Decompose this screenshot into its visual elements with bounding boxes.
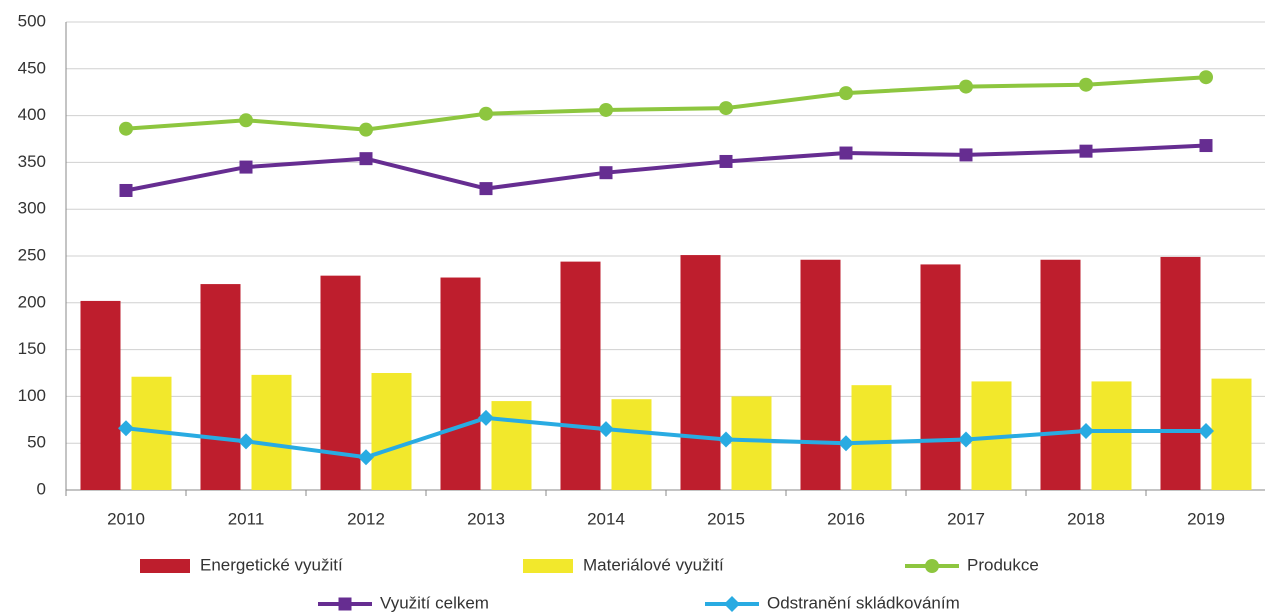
line-marker — [599, 102, 613, 117]
y-tick-label: 450 — [18, 58, 46, 77]
line-marker — [1079, 144, 1093, 158]
x-tick-label: 2012 — [347, 509, 385, 528]
bar — [371, 373, 412, 490]
line-marker — [598, 421, 614, 438]
bar — [1160, 256, 1201, 490]
bar — [1040, 259, 1081, 490]
x-tick-label: 2018 — [1067, 509, 1105, 528]
line-marker — [839, 86, 853, 101]
line-marker — [119, 183, 133, 197]
line-marker — [1199, 139, 1213, 153]
line-marker — [1078, 423, 1094, 440]
line-marker — [359, 122, 373, 137]
line-marker — [239, 160, 253, 174]
line-marker — [1199, 70, 1213, 85]
line-marker — [838, 435, 854, 452]
bar — [491, 401, 532, 490]
legend-swatch — [140, 559, 190, 573]
y-tick-label: 100 — [18, 386, 46, 405]
x-tick-label: 2016 — [827, 509, 865, 528]
y-tick-label: 350 — [18, 152, 46, 171]
bar — [80, 300, 121, 490]
line-marker — [958, 431, 974, 448]
y-tick-label: 300 — [18, 199, 46, 218]
line-marker — [1198, 423, 1214, 440]
y-tick-label: 250 — [18, 245, 46, 264]
line-marker — [358, 449, 374, 466]
y-tick-label: 150 — [18, 339, 46, 358]
bar — [251, 374, 292, 490]
line-marker — [719, 154, 733, 168]
line-marker — [719, 101, 733, 116]
x-tick-label: 2014 — [587, 509, 625, 528]
line-marker — [359, 152, 373, 166]
y-tick-label: 200 — [18, 292, 46, 311]
line-marker — [118, 420, 134, 437]
line — [125, 415, 1206, 460]
line-marker — [479, 182, 493, 196]
line-marker — [959, 148, 973, 162]
legend-marker — [338, 597, 352, 611]
line-marker — [718, 431, 734, 448]
line-marker — [119, 121, 133, 136]
x-tick-label: 2019 — [1187, 509, 1225, 528]
x-tick-label: 2010 — [107, 509, 145, 528]
bar — [560, 261, 601, 490]
line-marker — [599, 166, 613, 180]
bar — [920, 264, 961, 490]
line — [125, 143, 1207, 193]
bar — [680, 255, 721, 490]
legend-label: Využití celkem — [380, 593, 489, 612]
bar — [851, 385, 892, 490]
bar — [611, 399, 652, 490]
bar — [440, 277, 481, 490]
legend-swatch — [523, 559, 573, 573]
legend-label: Produkce — [967, 555, 1039, 574]
x-tick-label: 2017 — [947, 509, 985, 528]
y-tick-label: 400 — [18, 105, 46, 124]
legend-label: Materiálové využití — [583, 555, 724, 574]
y-tick-label: 50 — [27, 433, 46, 452]
line-marker — [839, 146, 853, 160]
line-marker — [1079, 77, 1093, 92]
legend-label: Odstranění skládkováním — [767, 593, 960, 612]
bar — [1091, 381, 1132, 490]
x-tick-label: 2013 — [467, 509, 505, 528]
line-marker — [239, 113, 253, 128]
bar — [200, 284, 241, 490]
bar — [800, 259, 841, 490]
x-tick-label: 2011 — [228, 509, 265, 528]
bar — [1211, 378, 1252, 490]
legend-marker — [925, 559, 939, 573]
legend-label: Energetické využití — [200, 555, 343, 574]
x-tick-label: 2015 — [707, 509, 745, 528]
bar — [320, 275, 361, 490]
y-tick-label: 500 — [18, 11, 46, 30]
line-marker — [478, 409, 494, 426]
line-marker — [479, 106, 493, 121]
line-marker — [959, 79, 973, 94]
bar — [731, 396, 772, 490]
legend-marker — [724, 596, 740, 612]
y-tick-label: 0 — [37, 479, 46, 498]
line-marker — [238, 433, 254, 450]
line — [125, 75, 1207, 132]
